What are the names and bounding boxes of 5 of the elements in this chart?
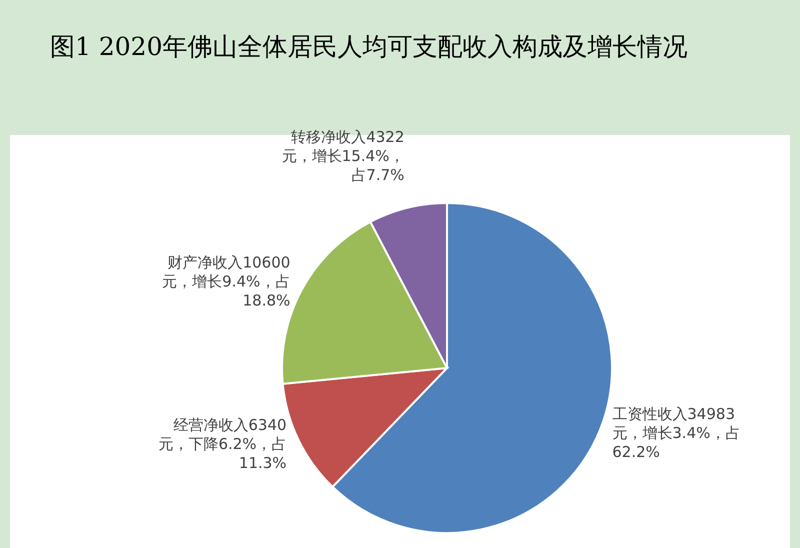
chart-title: 图1 2020年佛山全体居民人均可支配收入构成及增长情况 — [50, 32, 688, 61]
slice-label: 财产净收入10600元，增长9.4%，占18.8% — [162, 254, 290, 310]
slice-label: 经营净收入6340元，下降6.2%，占11.3% — [158, 416, 287, 472]
slice-label: 工资性收入34983元，增长3.4%，占62.2% — [612, 405, 740, 462]
slice-label: 转移净收入4322元，增长15.4%，占7.7% — [282, 128, 404, 184]
